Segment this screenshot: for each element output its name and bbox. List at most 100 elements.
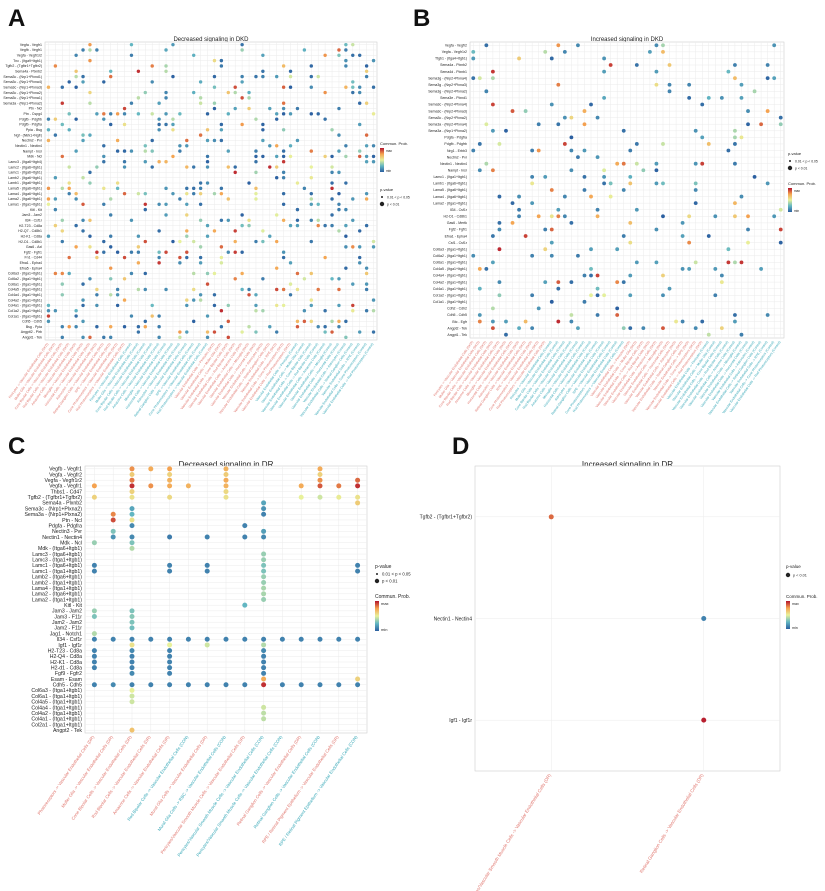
point bbox=[323, 309, 327, 313]
point bbox=[261, 665, 267, 671]
legend-colorbar bbox=[788, 188, 792, 212]
point bbox=[198, 133, 203, 137]
point bbox=[242, 534, 248, 540]
point bbox=[355, 568, 361, 574]
point bbox=[569, 313, 574, 317]
point bbox=[497, 293, 502, 298]
point bbox=[60, 229, 64, 233]
point bbox=[219, 324, 224, 329]
point bbox=[67, 165, 71, 169]
point bbox=[240, 213, 244, 217]
point bbox=[219, 309, 224, 313]
point bbox=[226, 149, 230, 153]
point bbox=[288, 74, 293, 79]
point bbox=[309, 149, 313, 153]
point bbox=[164, 122, 168, 127]
point bbox=[309, 85, 313, 89]
point bbox=[198, 181, 203, 185]
point bbox=[185, 229, 189, 233]
point bbox=[219, 218, 224, 222]
point bbox=[219, 245, 224, 249]
point bbox=[309, 175, 313, 180]
point bbox=[634, 260, 639, 265]
point bbox=[110, 517, 116, 523]
point bbox=[589, 273, 593, 278]
point bbox=[275, 175, 279, 180]
point bbox=[772, 76, 777, 81]
point bbox=[733, 128, 737, 133]
x-tick-label: Pericytes/Vascular Smooth Muscle Cells -… bbox=[176, 734, 264, 857]
y-tick-label: Col4a1 - (Itga1+Itgb1) bbox=[433, 287, 467, 291]
point bbox=[240, 287, 244, 292]
point bbox=[81, 175, 85, 180]
point bbox=[693, 161, 698, 166]
point bbox=[490, 260, 495, 265]
point bbox=[205, 282, 210, 286]
point bbox=[129, 483, 135, 489]
point bbox=[358, 90, 362, 95]
point bbox=[205, 160, 210, 164]
point bbox=[129, 511, 135, 517]
y-tick-label: Tgfb2 - (Tgfbr1+Tgfbr2) bbox=[28, 495, 83, 501]
point bbox=[268, 144, 272, 148]
y-tick-label: Sema3g - (Nrp2+Plxna3) bbox=[428, 83, 467, 87]
legend-color-title: Commun. Prob. bbox=[375, 594, 410, 600]
point bbox=[337, 287, 341, 292]
point bbox=[219, 255, 224, 260]
point bbox=[219, 261, 224, 265]
point bbox=[739, 194, 744, 199]
point bbox=[288, 261, 293, 265]
y-tick-label: Sema3c - (Nrp2+Plxna3) bbox=[428, 109, 467, 113]
point bbox=[765, 181, 770, 186]
point bbox=[687, 214, 692, 219]
point bbox=[364, 144, 369, 148]
point bbox=[562, 115, 567, 120]
point bbox=[536, 148, 541, 153]
y-tick-label: Fgf2 - Fgfr1 bbox=[24, 250, 42, 254]
point bbox=[164, 69, 168, 73]
point bbox=[582, 174, 587, 179]
point bbox=[358, 330, 362, 334]
point bbox=[115, 186, 120, 191]
point bbox=[323, 117, 327, 121]
point bbox=[219, 122, 224, 127]
point bbox=[198, 101, 203, 105]
point bbox=[242, 636, 248, 642]
point bbox=[778, 227, 783, 232]
point bbox=[115, 149, 120, 153]
point bbox=[358, 154, 362, 159]
point bbox=[136, 287, 141, 292]
y-tick-label: Gas6 - Mertk bbox=[447, 221, 467, 225]
point bbox=[484, 43, 489, 48]
point bbox=[759, 122, 764, 127]
point bbox=[562, 142, 567, 146]
point bbox=[261, 53, 265, 58]
point bbox=[746, 122, 750, 127]
point bbox=[74, 309, 78, 313]
legend-p-small: 0.01 < p < 0.05 bbox=[382, 572, 411, 577]
point bbox=[654, 168, 659, 173]
point bbox=[88, 42, 92, 47]
point bbox=[713, 214, 718, 219]
point bbox=[667, 63, 672, 67]
point bbox=[185, 330, 189, 334]
point bbox=[95, 48, 99, 52]
point bbox=[364, 74, 369, 79]
y-tick-label: Col6a1 - (Itga1+Itgb1) bbox=[433, 261, 467, 265]
point bbox=[254, 74, 258, 79]
point bbox=[549, 102, 554, 107]
y-tick-label: Tgfb2 - (Tgfbr1+Tgfbr2) bbox=[420, 515, 473, 521]
point bbox=[477, 286, 482, 291]
point bbox=[621, 280, 626, 284]
point bbox=[302, 319, 307, 324]
point bbox=[281, 175, 286, 180]
panel-d-title: Increased signaling in DR bbox=[581, 460, 674, 469]
point bbox=[185, 191, 189, 196]
point bbox=[471, 76, 476, 81]
point bbox=[268, 165, 272, 169]
point bbox=[129, 687, 135, 693]
point bbox=[143, 160, 147, 164]
point bbox=[351, 42, 355, 47]
point bbox=[634, 142, 639, 146]
point bbox=[364, 271, 369, 276]
